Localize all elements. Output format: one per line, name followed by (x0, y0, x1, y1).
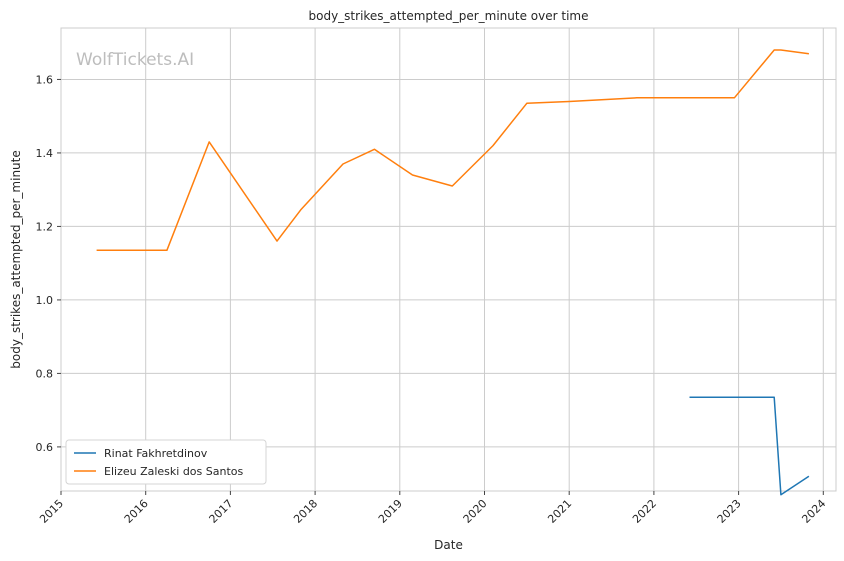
y-axis-label: body_strikes_attempted_per_minute (9, 150, 23, 368)
x-axis-ticks: 2015 2016 2017 2018 2019 2020 2021 2022 2023 2024 (37, 491, 828, 526)
chart-title: body_strikes_attempted_per_minute over t… (309, 9, 589, 23)
y-tick-label: 0.6 (36, 441, 54, 454)
legend-box (65, 439, 267, 485)
x-tick-label: 2017 (207, 497, 236, 526)
x-tick-label: 2022 (630, 497, 659, 526)
x-tick-label: 2015 (37, 497, 66, 526)
y-tick-label: 1.6 (36, 73, 54, 86)
x-tick-label: 2019 (376, 497, 405, 526)
x-tick-label: 2020 (461, 497, 490, 526)
watermark: WolfTickets.AI (76, 50, 194, 70)
x-tick-label: 2023 (715, 497, 744, 526)
series-line-1 (689, 396, 810, 496)
x-tick-label: 2018 (291, 497, 320, 526)
series-layer (96, 49, 810, 496)
plot-frame (60, 27, 837, 492)
y-tick-label: 1.2 (36, 220, 54, 233)
legend: Rinat Fakhretdinov Elizeu Zaleski dos San… (65, 439, 267, 485)
x-tick-label: 2021 (545, 497, 574, 526)
y-tick-label: 0.8 (36, 367, 54, 380)
legend-label: Rinat Fakhretdinov (104, 447, 208, 460)
y-tick-label: 1.4 (36, 147, 54, 160)
x-axis-label: Date (434, 538, 463, 552)
y-tick-label: 1.0 (36, 294, 54, 307)
series-line-2 (96, 49, 809, 252)
x-tick-label: 2024 (799, 497, 828, 526)
x-tick-label: 2016 (122, 497, 151, 526)
y-axis-ticks: 0.6 0.8 1.0 1.2 1.4 1.6 (36, 73, 61, 454)
legend-label: Elizeu Zaleski dos Santos (104, 465, 244, 478)
